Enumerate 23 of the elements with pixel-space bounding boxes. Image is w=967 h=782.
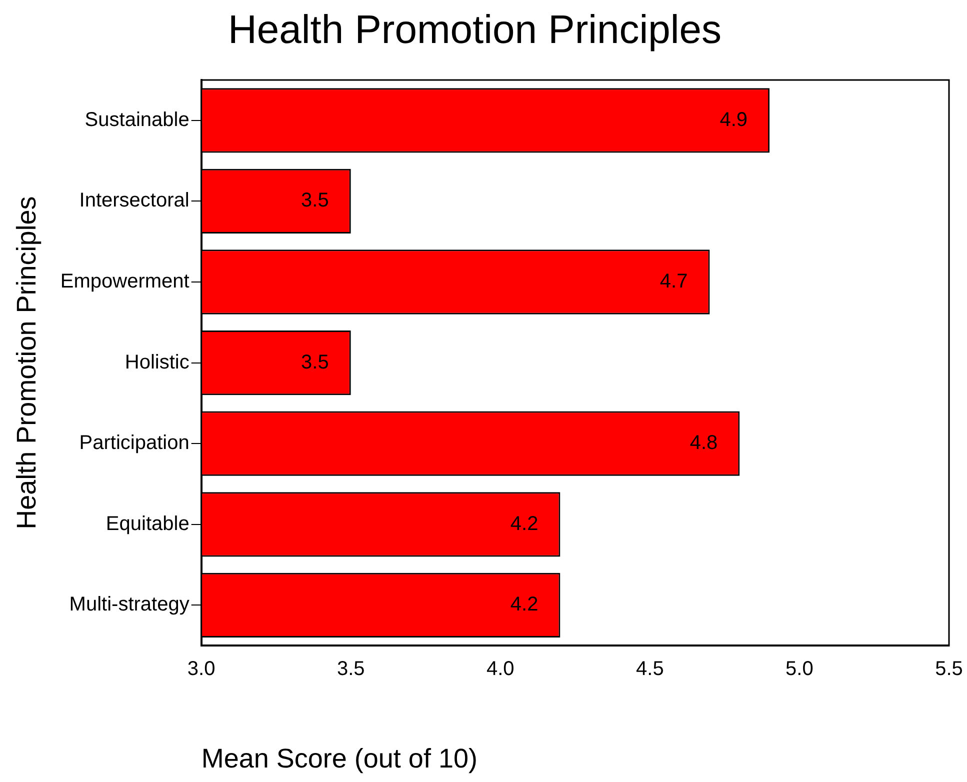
x-tick-label: 4.5 bbox=[636, 658, 664, 680]
y-axis-title: Health Promotion Principles bbox=[12, 196, 42, 530]
x-tick-label: 3.5 bbox=[336, 658, 365, 680]
y-tick-label: Sustainable bbox=[84, 108, 190, 131]
x-axis-title: Mean Score (out of 10) bbox=[201, 743, 478, 774]
y-tick-label: Intersectoral bbox=[79, 190, 190, 212]
data-label: 3.5 bbox=[301, 351, 329, 374]
x-tick-label: 5.0 bbox=[786, 658, 814, 680]
data-label: 3.5 bbox=[301, 190, 329, 212]
data-label: 4.2 bbox=[510, 594, 538, 616]
y-tick-label: Participation bbox=[79, 432, 190, 454]
y-tick-label: Multi-strategy bbox=[69, 594, 190, 616]
y-tick-label: Holistic bbox=[124, 351, 190, 374]
data-label: 4.2 bbox=[510, 512, 538, 535]
data-label: 4.8 bbox=[690, 432, 718, 454]
chart-title: Health Promotion Principles bbox=[228, 8, 722, 53]
x-tick-label: 4.0 bbox=[486, 658, 514, 680]
y-tick-label: Equitable bbox=[106, 512, 190, 535]
y-tick-label: Empowerment bbox=[60, 270, 190, 293]
x-tick-label: 5.5 bbox=[935, 658, 963, 680]
data-label: 4.9 bbox=[720, 108, 748, 131]
data-label: 4.7 bbox=[660, 270, 688, 293]
x-tick-label: 3.0 bbox=[187, 658, 216, 680]
